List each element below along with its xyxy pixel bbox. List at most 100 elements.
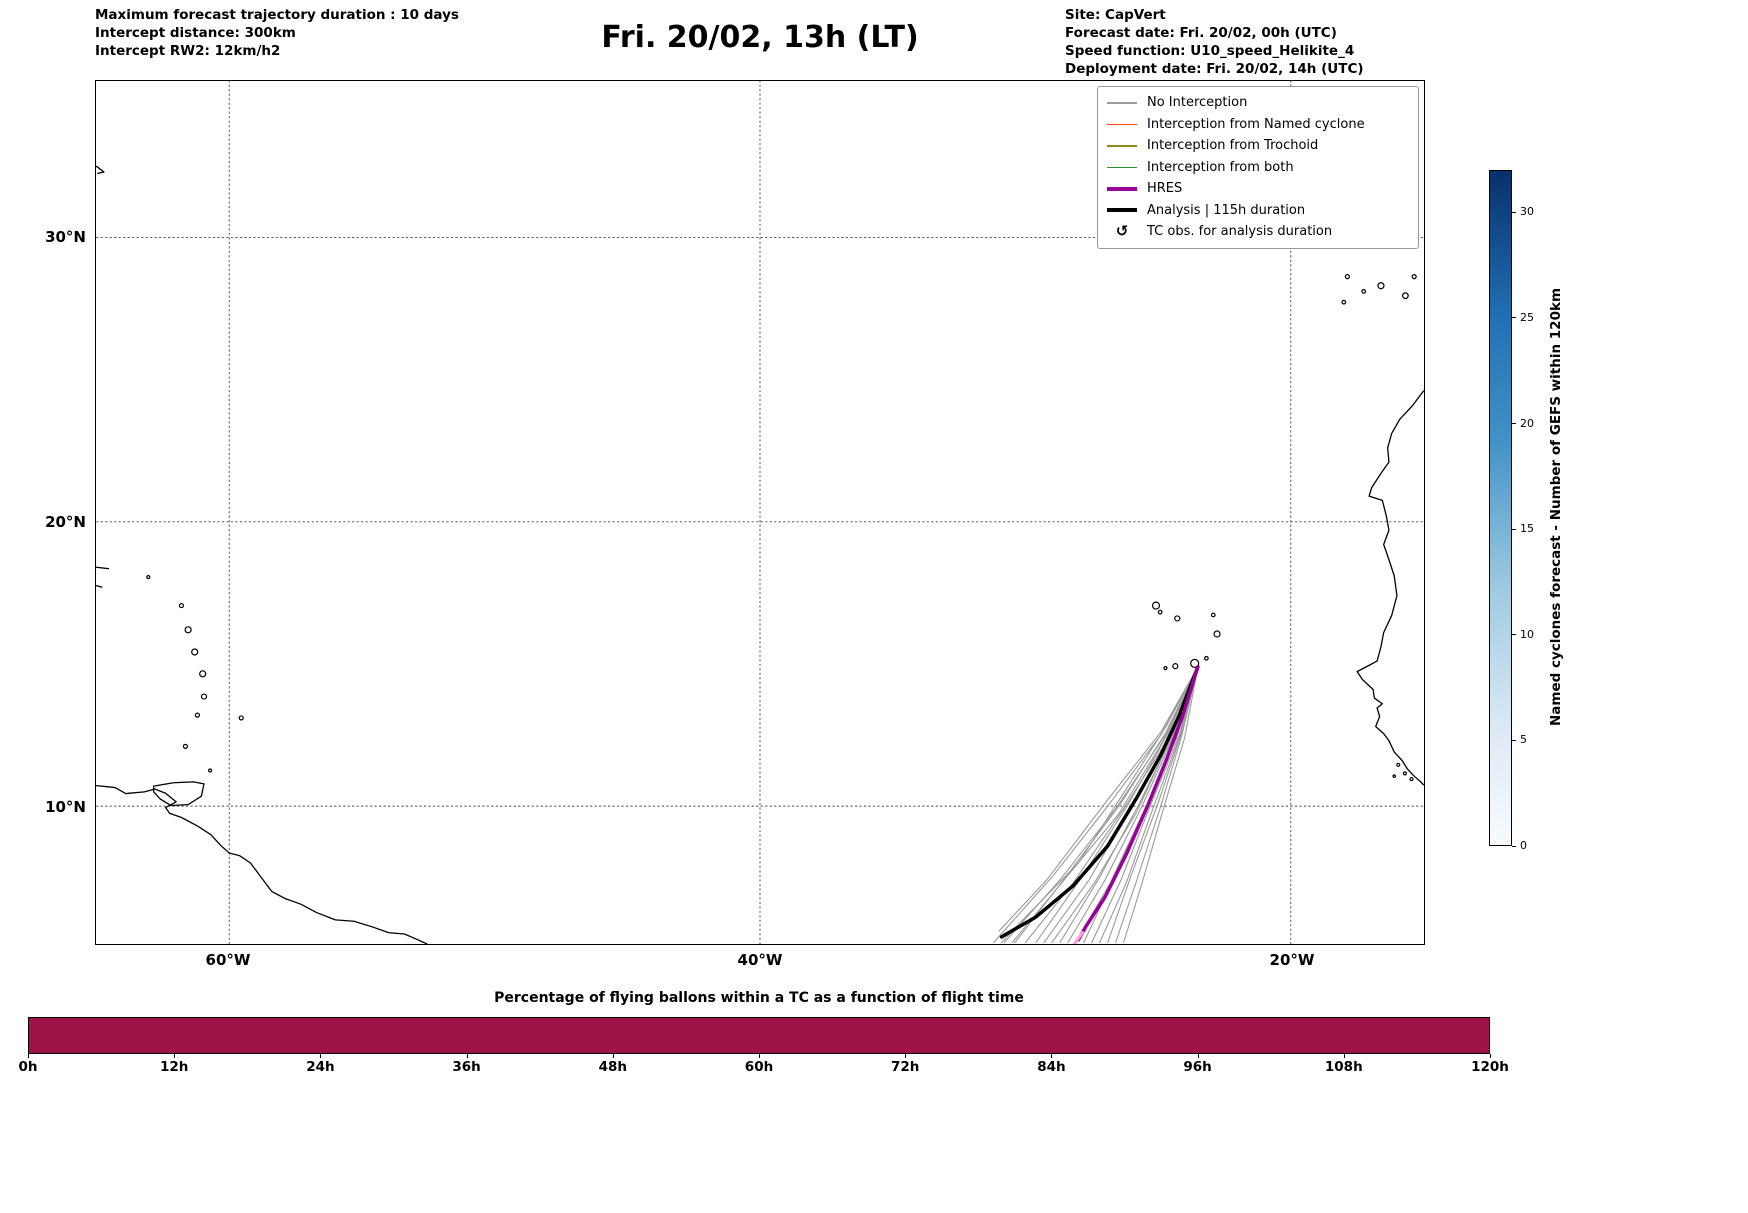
island: [1396, 762, 1401, 767]
trajectory-no-interception: [1014, 666, 1199, 944]
trajectory-no-interception: [1123, 666, 1199, 944]
legend-row: No Interception: [1107, 92, 1409, 114]
island: [200, 693, 208, 700]
island: [1392, 774, 1397, 778]
colorbar-tick-label: 0: [1520, 839, 1527, 852]
legend-line-sample: [1107, 208, 1137, 213]
x-tick-label: 12h: [159, 1059, 189, 1075]
tc-percentage-bar: [29, 1018, 1489, 1053]
coastline: [96, 566, 110, 570]
intercept-rw2-text: Intercept RW2: 12km/h2: [95, 43, 281, 59]
map-panel: No Interception Interception from Named …: [95, 80, 1425, 945]
legend-line-sample: [1107, 123, 1137, 125]
colorbar-tick-label: 5: [1520, 733, 1527, 747]
x-tick-label: 72h: [890, 1059, 920, 1075]
legend-line-sample: [1107, 102, 1137, 104]
coastline: [1356, 390, 1424, 786]
island: [238, 715, 244, 721]
x-tick-mark: [320, 1054, 322, 1058]
colorbar-tick-label: 30: [1520, 205, 1534, 219]
x-tick-mark: [28, 1054, 29, 1058]
forecast-date-text: Forecast date: Fri. 20/02, 00h (UTC): [1065, 25, 1337, 41]
lon-tick-label: 20°W: [1269, 951, 1315, 969]
figure-title: Fri. 20/02, 13h (LT): [601, 20, 919, 55]
trajectory-hres-deployment-tail: [1072, 931, 1084, 944]
colorbar-tick: [1512, 528, 1516, 530]
x-tick-label: 36h: [452, 1059, 481, 1075]
max-duration-text: Maximum forecast trajectory duration : 1…: [95, 7, 459, 23]
colorbar-tick-label: 10: [1520, 627, 1534, 641]
flight-time-axes: [28, 1017, 1490, 1054]
island: [1377, 282, 1385, 290]
x-tick-label: 48h: [598, 1059, 627, 1075]
island: [178, 602, 185, 609]
lon-tick-label: 40°W: [737, 951, 783, 969]
coastline: [152, 781, 205, 807]
island: [1402, 771, 1408, 776]
island: [1411, 274, 1417, 280]
legend-label: Interception from Trochoid: [1147, 138, 1319, 154]
x-tick-mark: [1197, 1054, 1199, 1058]
x-tick-mark: [1490, 1054, 1491, 1058]
colorbar-tick: [1512, 423, 1516, 424]
legend-line-sample: [1107, 186, 1137, 191]
site-text: Site: CapVert: [1065, 7, 1166, 23]
island: [1172, 663, 1179, 670]
x-tick-label: 0h: [18, 1059, 38, 1075]
lon-tick-label: 60°W: [205, 951, 251, 969]
lat-tick-label: 30°N: [45, 228, 86, 246]
trajectory-analysis-115h-duration: [999, 664, 1200, 939]
legend-label: Interception from both: [1147, 159, 1294, 175]
colorbar-tick-label: 20: [1520, 416, 1534, 430]
trajectory-no-interception: [998, 666, 1199, 932]
colorbar-tick: [1512, 634, 1516, 636]
x-tick-label: 108h: [1324, 1059, 1363, 1075]
island: [1190, 658, 1200, 668]
colorbar: [1489, 170, 1512, 846]
x-tick-mark: [466, 1054, 468, 1058]
flight-time-chart-title: Percentage of flying ballons within a TC…: [494, 990, 1024, 1006]
legend-label: Interception from Named cyclone: [1147, 116, 1365, 132]
colorbar-axis-label: Named cyclones forecast - Number of GEFS…: [1548, 287, 1564, 727]
x-tick-mark: [1343, 1054, 1345, 1058]
legend-row: Analysis | 115h duration: [1107, 200, 1409, 222]
legend-label: No Interception: [1147, 95, 1248, 111]
colorbar-tick: [1512, 739, 1516, 741]
island: [1409, 776, 1414, 782]
legend-row: Interception from both: [1107, 157, 1409, 179]
coastline: [96, 165, 105, 175]
island: [191, 648, 199, 656]
island: [1402, 292, 1409, 300]
coastline: [96, 785, 428, 944]
x-tick-mark: [612, 1054, 614, 1058]
island: [184, 626, 192, 634]
trajectory-no-interception: [1099, 666, 1199, 944]
island: [1157, 609, 1163, 615]
coastline: [96, 585, 103, 588]
island: [1213, 630, 1221, 638]
legend-line-sample: [1107, 166, 1137, 168]
legend-label: Analysis | 115h duration: [1147, 202, 1306, 218]
island: [1341, 299, 1347, 305]
island: [1151, 601, 1161, 610]
trajectory-no-interception: [1011, 666, 1199, 944]
x-tick-mark: [905, 1054, 907, 1058]
island: [182, 743, 189, 749]
deployment-date-text: Deployment date: Fri. 20/02, 14h (UTC): [1065, 61, 1364, 77]
map-svg: [96, 81, 1424, 944]
site-info-text: Site: CapVert Forecast date: Fri. 20/02,…: [1065, 6, 1364, 78]
colorbar-tick: [1512, 317, 1516, 319]
trajectory-hres: [1076, 664, 1200, 942]
colorbar-tick-label: 15: [1520, 522, 1534, 536]
speed-function-text: Speed function: U10_speed_Helikite_4: [1065, 43, 1355, 59]
x-tick-label: 96h: [1183, 1059, 1212, 1075]
island: [207, 768, 213, 773]
island: [146, 575, 151, 580]
intercept-distance-text: Intercept distance: 300km: [95, 25, 296, 41]
legend-row: HRES: [1107, 178, 1409, 200]
island: [1163, 666, 1168, 671]
colorbar-tick: [1512, 845, 1516, 847]
forecast-params-text: Maximum forecast trajectory duration : 1…: [95, 6, 459, 60]
island: [1203, 655, 1209, 661]
colorbar-tick: [1512, 211, 1516, 213]
